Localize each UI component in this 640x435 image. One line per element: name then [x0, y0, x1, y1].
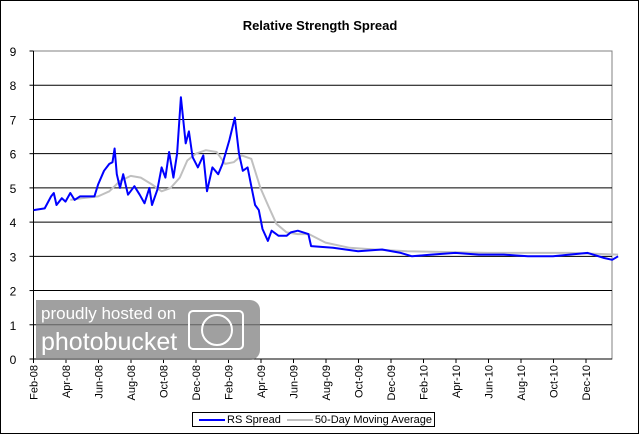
x-tick-label: Oct-08 [159, 365, 171, 398]
y-tick-label: 8 [10, 79, 17, 93]
y-tick-label: 3 [10, 250, 17, 264]
y-tick-label: 4 [10, 216, 17, 230]
legend-label: RS Spread [227, 413, 281, 426]
y-tick-label: 5 [10, 182, 17, 196]
legend-swatch-rs-spread [199, 418, 225, 421]
y-tick-label: 2 [10, 285, 17, 299]
y-tick-label: 1 [10, 319, 17, 333]
x-tick-label: Jun-08 [94, 365, 106, 399]
x-tick-label: Dec-09 [386, 365, 398, 400]
legend-label: 50-Day Moving Average [314, 413, 433, 426]
watermark-text: photobucket [41, 328, 178, 356]
watermark-text: proudly hosted on [41, 304, 177, 323]
series-line-moving-average [70, 149, 619, 256]
legend: RS Spread 50-Day Moving Average [192, 412, 435, 427]
x-tick-label: Feb-08 [29, 365, 41, 400]
x-tick-label: Apr-09 [256, 365, 268, 398]
y-tick-label: 0 [10, 353, 17, 367]
legend-swatch-moving-average [286, 418, 313, 421]
chart-title: Relative Strength Spread [242, 18, 398, 33]
legend-item-rs-spread: RS Spread [199, 414, 281, 426]
legend-item-moving-average: 50-Day Moving Average [286, 413, 433, 426]
series-line-rs-spread [33, 96, 619, 261]
y-tick-label: 6 [10, 148, 17, 162]
x-tick-label: Aug-08 [126, 365, 138, 400]
x-tick-label: Oct-09 [354, 365, 366, 398]
y-tick-label: 7 [10, 113, 17, 127]
x-tick-label: Apr-10 [451, 365, 463, 398]
x-tick-label: Aug-10 [516, 365, 528, 400]
x-tick-label: Feb-09 [224, 365, 236, 400]
x-tick-label: Oct-10 [549, 365, 561, 398]
x-tick-label: Jun-09 [289, 365, 301, 399]
x-tick-label: Apr-08 [61, 365, 73, 398]
photobucket-watermark: proudly hosted on photobucket [36, 300, 260, 360]
y-tick-label: 9 [10, 45, 17, 59]
x-tick-label: Jun-10 [484, 365, 496, 399]
x-tick-label: Dec-10 [581, 365, 593, 400]
x-tick-label: Dec-08 [191, 365, 203, 400]
x-tick-label: Aug-09 [321, 365, 333, 400]
x-tick-label: Feb-10 [419, 365, 431, 400]
camera-icon [188, 310, 244, 350]
